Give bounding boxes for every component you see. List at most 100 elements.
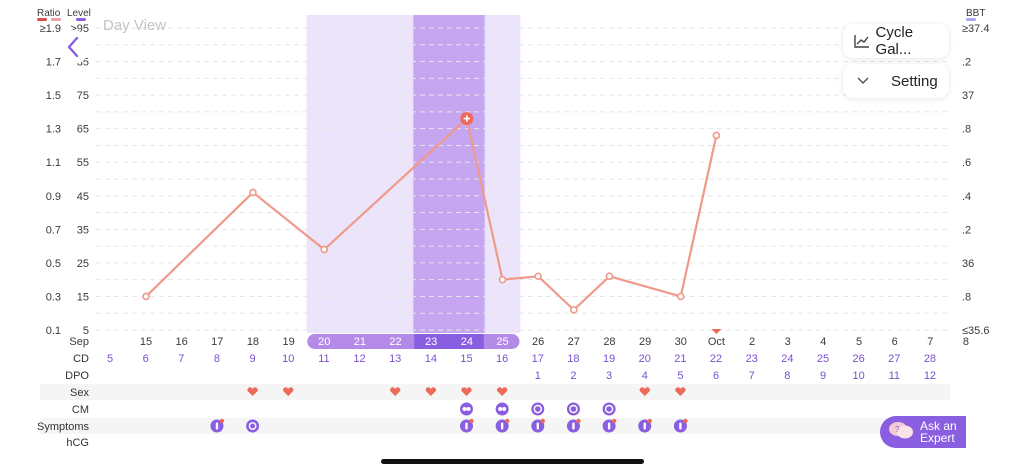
date-label: 15 <box>140 336 152 348</box>
level-series <box>142 112 721 314</box>
ask-expert-line1: Ask an <box>920 419 957 433</box>
heart-icon <box>639 387 650 396</box>
setting-label: Setting <box>891 72 938 90</box>
cycle-gallery-button[interactable]: Cycle Gal... <box>843 24 949 58</box>
ratio-tick: 1.7 <box>46 57 61 69</box>
level-tick: 25 <box>77 258 89 270</box>
date-axis: Sep 15 16 17 18 19 20 21 22 23 24 25 26 27 28 29 30 Oct 2 3… <box>69 329 969 349</box>
cd-value: 12 <box>353 353 365 365</box>
date-label: 2 <box>749 336 755 348</box>
ratio-tick: 0.9 <box>46 191 61 203</box>
bbt-tick: ≤35.6 <box>962 325 989 337</box>
symptom-icon-detail <box>643 422 646 430</box>
symptom-badge <box>683 418 688 424</box>
cd-value: 18 <box>567 353 579 365</box>
heart-icon <box>425 387 437 396</box>
cd-value: 15 <box>460 353 472 365</box>
cm-watery-icon <box>566 402 580 416</box>
bbt-tick: .6 <box>962 157 971 169</box>
fertile-window-band <box>306 15 521 333</box>
chevron-left-icon <box>67 36 79 58</box>
bbt-tick: .8 <box>962 291 971 303</box>
cd-value: 17 <box>532 353 544 365</box>
ask-expert-button[interactable]: ? Ask an Expert <box>880 416 966 448</box>
dpo-value: 2 <box>570 370 576 382</box>
level-tick: 55 <box>77 157 89 169</box>
dpo-value: 12 <box>924 370 936 382</box>
date-label: 25 <box>496 336 508 348</box>
cd-value: 24 <box>781 353 793 365</box>
ratio-tick: 0.1 <box>46 325 61 337</box>
level-tick: 65 <box>77 124 89 136</box>
date-label: 6 <box>892 336 898 348</box>
svg-text:?: ? <box>895 425 900 434</box>
bbt-tick: .2 <box>962 57 971 69</box>
level-tick: 35 <box>77 224 89 236</box>
fertile-pill <box>307 334 520 349</box>
row-label: DPO <box>65 370 89 382</box>
cd-value: 11 <box>318 353 329 365</box>
level-point <box>534 272 542 281</box>
ratio-tick: 0.7 <box>46 224 61 236</box>
date-label: 16 <box>176 336 188 348</box>
cd-value: 28 <box>924 353 936 365</box>
ratio-tick: 1.5 <box>46 90 61 102</box>
date-label: 18 <box>247 336 259 348</box>
back-button[interactable] <box>56 30 90 64</box>
cd-value: 9 <box>250 353 256 365</box>
symptom-badge <box>469 418 474 424</box>
cm-egg-white-icon-detail <box>498 407 503 411</box>
cd-value: 6 <box>143 353 149 365</box>
heart-icon <box>283 387 294 396</box>
level-label: Level <box>67 8 91 19</box>
ratio-label: Ratio <box>37 8 61 19</box>
cd-value: 26 <box>853 353 865 365</box>
cd-value: 19 <box>603 353 615 365</box>
symptom-icon-detail <box>572 422 575 430</box>
ratio-tick: 0.5 <box>46 258 61 270</box>
symptom-icon-detail <box>500 422 504 430</box>
ratio-swatch <box>37 18 47 21</box>
symptom-badge <box>611 418 617 424</box>
date-label: 22 <box>389 336 401 348</box>
date-label: 5 <box>856 336 862 348</box>
peak-band <box>413 15 485 333</box>
cm-watery-icon <box>602 402 616 416</box>
level-line <box>145 117 718 311</box>
row-label: CM <box>72 404 89 416</box>
date-label: 27 <box>568 336 580 348</box>
date-label: 17 <box>211 336 223 348</box>
cm-watery-icon <box>531 402 545 416</box>
swirl-icon <box>246 419 260 433</box>
dpo-value: 3 <box>606 370 612 382</box>
row-label: CD <box>73 353 89 365</box>
date-label: 3 <box>785 336 791 348</box>
left-axes: ≥1.91.71.51.31.10.90.70.50.30.1>95857565… <box>40 23 89 337</box>
bbt-tick: .8 <box>962 124 971 136</box>
level-tick: 45 <box>77 191 89 203</box>
heart-icon <box>461 387 472 396</box>
dpo-value: 9 <box>820 370 826 382</box>
symptom-badge <box>576 418 581 424</box>
date-label: 21 <box>354 336 366 348</box>
symptom-icon-detail <box>465 422 468 430</box>
month-label: Sep <box>69 336 89 348</box>
level-point <box>142 292 150 301</box>
dpo-value: 11 <box>889 370 900 382</box>
level-point <box>605 272 614 281</box>
setting-button[interactable]: Setting <box>843 64 949 98</box>
date-label: 7 <box>927 336 933 348</box>
cd-value: 16 <box>496 353 508 365</box>
cm-egg-white-icon-detail <box>462 407 467 411</box>
cd-value: 14 <box>425 353 437 365</box>
cm-watery-icon-detail <box>533 404 542 414</box>
level-point <box>712 131 721 140</box>
symptoms-row-bg <box>40 418 950 434</box>
dpo-value: 5 <box>677 370 683 382</box>
date-label: 30 <box>675 336 687 348</box>
day-view-title: Day View <box>103 17 167 34</box>
cm-egg-white-icon-detail <box>502 407 507 411</box>
swirl-icon-detail <box>248 422 257 430</box>
line-chart-icon <box>849 34 876 48</box>
